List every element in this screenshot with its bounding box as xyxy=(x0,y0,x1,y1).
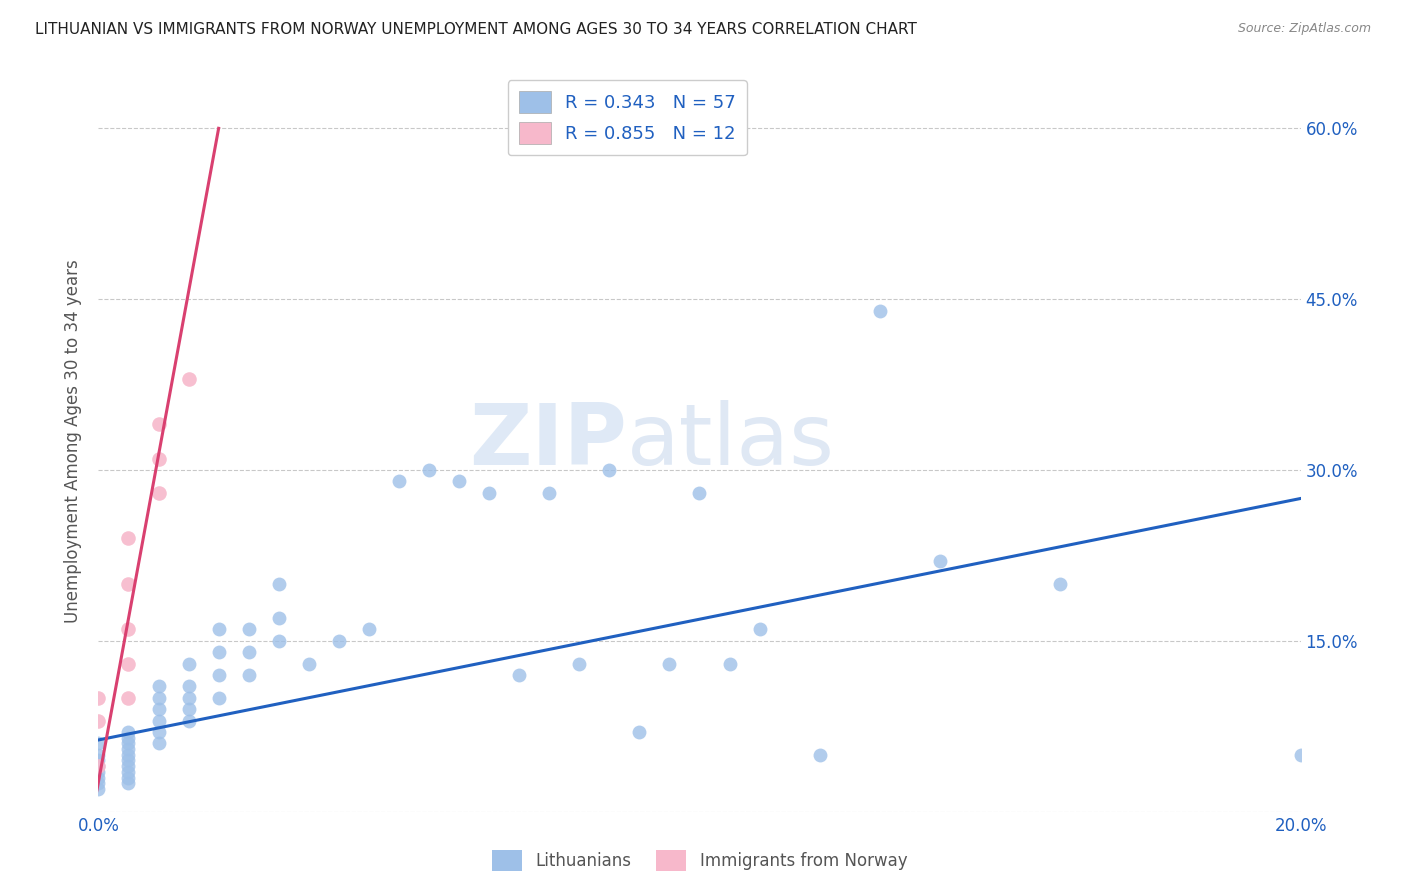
Point xyxy=(658,657,681,671)
Point xyxy=(357,623,380,637)
Point xyxy=(87,747,110,762)
Point xyxy=(87,736,110,750)
Point xyxy=(117,725,139,739)
Point xyxy=(87,754,110,768)
Point xyxy=(87,714,110,728)
Point xyxy=(177,657,200,671)
Point xyxy=(117,742,139,756)
Y-axis label: Unemployment Among Ages 30 to 34 years: Unemployment Among Ages 30 to 34 years xyxy=(65,260,83,624)
Point xyxy=(117,657,139,671)
Legend: Lithuanians, Immigrants from Norway: Lithuanians, Immigrants from Norway xyxy=(485,844,914,878)
Point xyxy=(929,554,952,568)
Point xyxy=(177,714,200,728)
Point xyxy=(298,657,321,671)
Point xyxy=(328,633,350,648)
Point xyxy=(87,690,110,705)
Point xyxy=(117,736,139,750)
Text: LITHUANIAN VS IMMIGRANTS FROM NORWAY UNEMPLOYMENT AMONG AGES 30 TO 34 YEARS CORR: LITHUANIAN VS IMMIGRANTS FROM NORWAY UNE… xyxy=(35,22,917,37)
Point xyxy=(87,764,110,779)
Point xyxy=(148,451,170,466)
Point xyxy=(148,485,170,500)
Point xyxy=(808,747,831,762)
Point xyxy=(148,702,170,716)
Point xyxy=(267,577,290,591)
Point xyxy=(568,657,591,671)
Point xyxy=(148,736,170,750)
Point xyxy=(238,668,260,682)
Point xyxy=(628,725,651,739)
Text: atlas: atlas xyxy=(627,400,835,483)
Point xyxy=(117,759,139,773)
Point xyxy=(117,731,139,745)
Point xyxy=(87,776,110,790)
Point xyxy=(478,485,501,500)
Point xyxy=(117,754,139,768)
Point xyxy=(117,623,139,637)
Point xyxy=(1049,577,1071,591)
Point xyxy=(117,776,139,790)
Point xyxy=(1289,747,1312,762)
Point xyxy=(117,771,139,785)
Point xyxy=(598,463,620,477)
Point xyxy=(87,781,110,796)
Text: Source: ZipAtlas.com: Source: ZipAtlas.com xyxy=(1237,22,1371,36)
Point xyxy=(87,759,110,773)
Point xyxy=(418,463,440,477)
Point xyxy=(87,771,110,785)
Point xyxy=(267,611,290,625)
Point xyxy=(148,417,170,432)
Point xyxy=(148,725,170,739)
Point xyxy=(117,532,139,546)
Point xyxy=(718,657,741,671)
Point xyxy=(238,623,260,637)
Point xyxy=(117,690,139,705)
Point xyxy=(208,623,231,637)
Point xyxy=(208,645,231,659)
Point xyxy=(208,690,231,705)
Point xyxy=(148,714,170,728)
Point xyxy=(177,702,200,716)
Point xyxy=(177,372,200,386)
Point xyxy=(148,680,170,694)
Point xyxy=(267,633,290,648)
Point xyxy=(869,303,891,318)
Point xyxy=(748,623,770,637)
Text: ZIP: ZIP xyxy=(470,400,627,483)
Point xyxy=(117,747,139,762)
Point xyxy=(117,577,139,591)
Point xyxy=(508,668,530,682)
Point xyxy=(208,668,231,682)
Point xyxy=(689,485,711,500)
Point xyxy=(87,759,110,773)
Point xyxy=(238,645,260,659)
Point xyxy=(177,680,200,694)
Point xyxy=(148,690,170,705)
Point xyxy=(177,690,200,705)
Point xyxy=(117,764,139,779)
Point xyxy=(388,475,411,489)
Point xyxy=(447,475,470,489)
Point xyxy=(538,485,561,500)
